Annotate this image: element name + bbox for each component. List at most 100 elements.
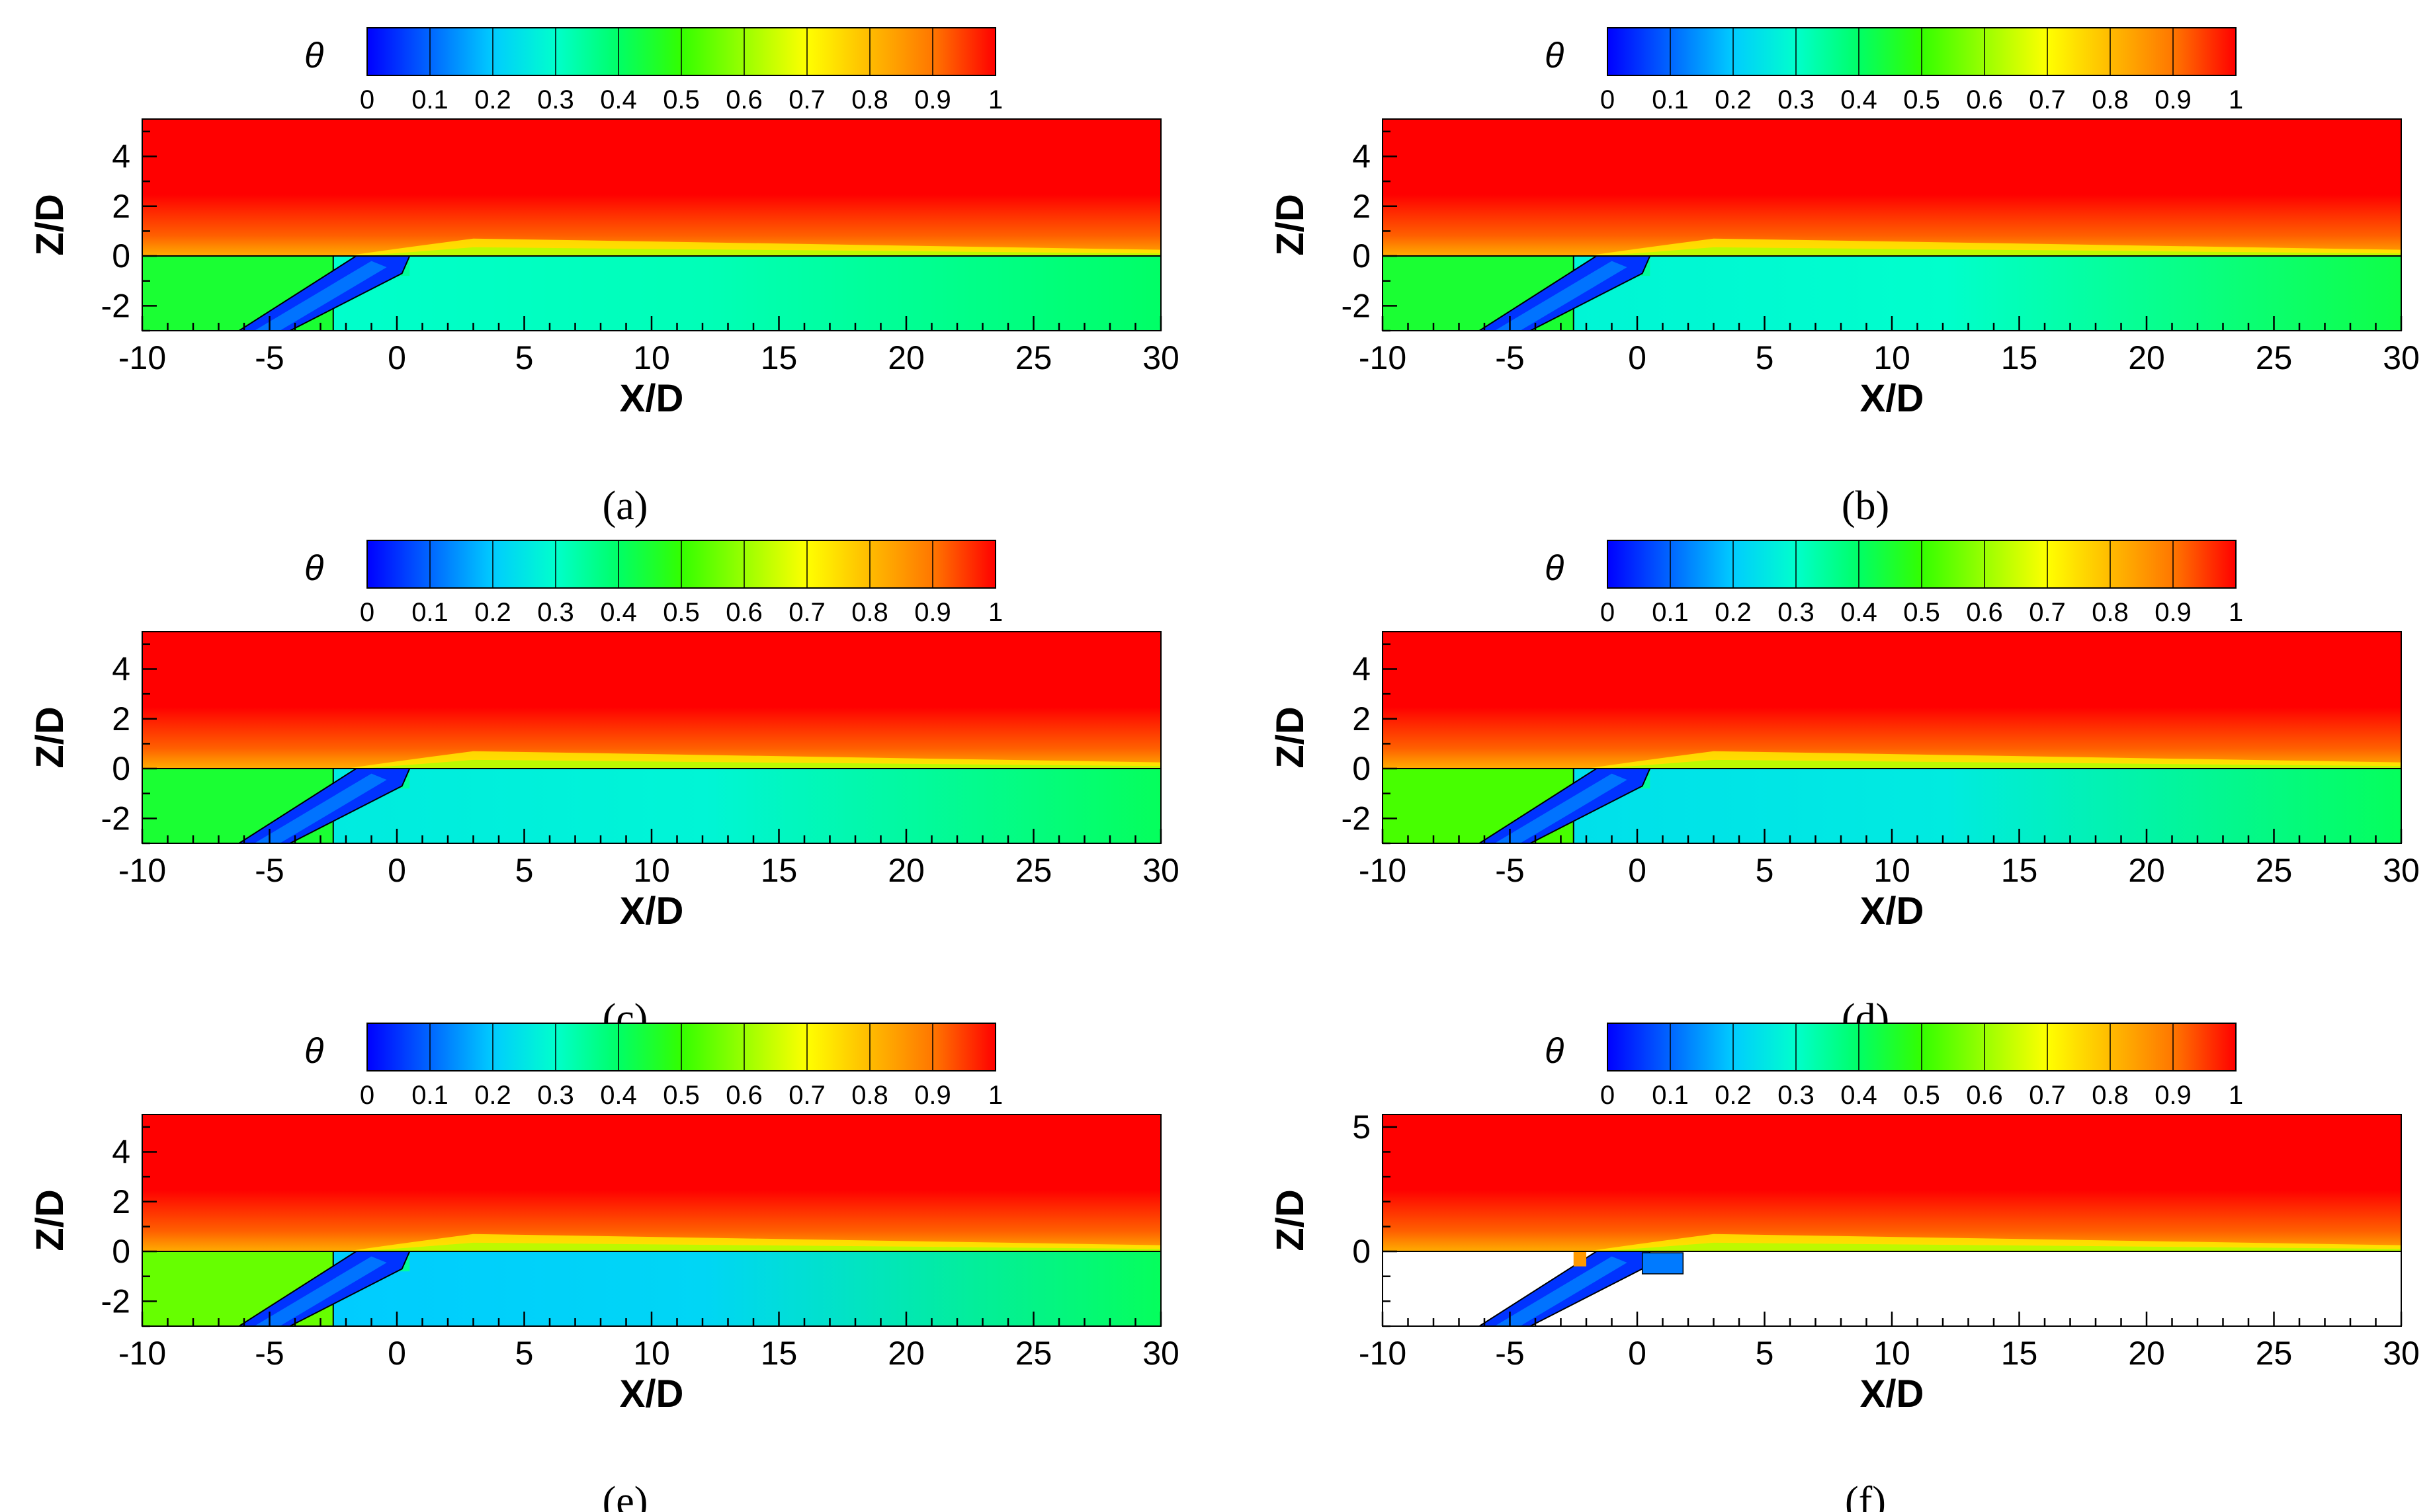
x-tick-label: 20 xyxy=(888,339,925,376)
colorbar-tick-label: 0.8 xyxy=(2092,598,2129,627)
mainstream-region xyxy=(142,632,1161,769)
colorbar-tick-label: 0.7 xyxy=(789,1081,826,1110)
x-tick-label: 15 xyxy=(761,339,798,376)
colorbar-tick-label: 0.9 xyxy=(2155,1081,2192,1110)
y-tick-label: 2 xyxy=(112,188,130,225)
colorbar-tick-label: 0.6 xyxy=(1966,1081,2003,1110)
colorbar-tick-label: 0.4 xyxy=(600,598,637,627)
colorbar-tick-label: 0.2 xyxy=(474,1081,511,1110)
x-tick-label: 0 xyxy=(1628,339,1646,376)
colorbar-tick-label: 0.4 xyxy=(1840,598,1877,627)
y-tick-label: 2 xyxy=(1352,188,1371,225)
x-tick-label: 5 xyxy=(515,339,534,376)
x-tick-label: -5 xyxy=(255,339,284,376)
y-axis-label: Z/D xyxy=(1269,1189,1312,1251)
x-tick-label: 20 xyxy=(2128,852,2165,889)
x-tick-label: 20 xyxy=(888,1335,925,1372)
x-tick-label: 25 xyxy=(2256,852,2293,889)
colorbar-tick-label: 1 xyxy=(988,598,1003,627)
film-core xyxy=(359,1242,1161,1252)
colorbar-tick-label: 0.7 xyxy=(789,85,826,114)
cooling-hole-core xyxy=(254,1256,387,1326)
colorbar-symbol: θ xyxy=(1545,36,1564,75)
colorbar-symbol: θ xyxy=(304,1031,323,1071)
x-tick-label: -5 xyxy=(1495,339,1524,376)
panel-a: θ 0 0.1 0.2 0.3 0.4 0.5 0.6 0.7 0.8 0.9 1 -10 -5 0 5 10 1… xyxy=(28,27,1179,528)
colorbar-tick-label: 0.2 xyxy=(1715,85,1752,114)
cooling-hole-core xyxy=(254,773,387,843)
panel-c: θ 0 0.1 0.2 0.3 0.4 0.5 0.6 0.7 0.8 0.9 1 -10 -5 0 5 10 1… xyxy=(28,540,1179,1041)
film-core xyxy=(1599,759,2401,769)
x-tick-label: -10 xyxy=(1359,339,1406,376)
y-tick-label: 4 xyxy=(112,650,130,687)
colorbar-tick-label: 0.6 xyxy=(726,1081,763,1110)
colorbar-tick-label: 0.6 xyxy=(1966,598,2003,627)
x-tick-label: -10 xyxy=(118,1335,166,1372)
x-tick-label: 15 xyxy=(2001,339,2038,376)
x-tick-label: 10 xyxy=(633,339,670,376)
colorbar-symbol: θ xyxy=(304,548,323,588)
x-tick-label: 30 xyxy=(2383,339,2420,376)
x-tick-label: 25 xyxy=(2256,1335,2293,1372)
panel-caption: (e) xyxy=(603,1479,648,1512)
film-core xyxy=(1599,247,2401,257)
x-axis-label: X/D xyxy=(1860,377,1924,420)
colorbar-symbol: θ xyxy=(304,36,323,75)
colorbar-tick-label: 0 xyxy=(360,1081,374,1110)
mainstream-region xyxy=(142,1114,1161,1252)
colorbar-tick-label: 0 xyxy=(1600,1081,1615,1110)
colorbar-tick-label: 0.5 xyxy=(1903,598,1940,627)
x-tick-label: -5 xyxy=(1495,852,1524,889)
colorbar-tick-label: 0.7 xyxy=(2029,85,2066,114)
x-tick-label: 5 xyxy=(1756,1335,1774,1372)
colorbar-tick-label: 0.9 xyxy=(2155,598,2192,627)
panel-b: θ 0 0.1 0.2 0.3 0.4 0.5 0.6 0.7 0.8 0.9 1 -10 -5 0 5 10 1… xyxy=(1269,27,2420,528)
colorbar-tick-label: 0.4 xyxy=(600,1081,637,1110)
colorbar-tick-label: 0.3 xyxy=(1777,85,1814,114)
x-axis-label: X/D xyxy=(620,1372,684,1415)
colorbar-symbol: θ xyxy=(1545,548,1564,588)
film-core xyxy=(359,759,1161,769)
panel-caption: (b) xyxy=(1842,483,1889,528)
y-tick-label: 0 xyxy=(1352,1233,1371,1270)
colorbar-tick-label: 0.5 xyxy=(663,598,700,627)
x-tick-label: 10 xyxy=(1873,1335,1910,1372)
x-tick-label: 10 xyxy=(1873,852,1910,889)
x-axis-label: X/D xyxy=(1860,890,1924,933)
x-axis-label: X/D xyxy=(620,377,684,420)
y-tick-label: 2 xyxy=(112,700,130,737)
x-tick-label: 30 xyxy=(1142,852,1179,889)
x-tick-label: 20 xyxy=(2128,339,2165,376)
colorbar-tick-label: 1 xyxy=(988,85,1003,114)
y-tick-label: 5 xyxy=(1352,1109,1371,1146)
x-tick-label: -10 xyxy=(118,852,166,889)
colorbar-tick-label: 0.6 xyxy=(1966,85,2003,114)
y-tick-label: -2 xyxy=(101,1282,130,1320)
x-tick-label: 30 xyxy=(1142,339,1179,376)
x-tick-label: 5 xyxy=(1756,852,1774,889)
colorbar-tick-label: 0.1 xyxy=(411,598,448,627)
colorbar-tick-label: 0 xyxy=(1600,85,1615,114)
x-tick-label: 20 xyxy=(888,852,925,889)
x-tick-label: 0 xyxy=(1628,852,1646,889)
downstream-solid xyxy=(1573,769,2401,843)
colorbar-tick-label: 0.2 xyxy=(1715,598,1752,627)
colorbar-tick-label: 0.9 xyxy=(914,1081,951,1110)
cooling-hole-core xyxy=(1494,261,1627,331)
colorbar-tick-label: 0.5 xyxy=(663,85,700,114)
colorbar-tick-label: 0.5 xyxy=(1903,85,1940,114)
colorbar-tick-label: 0.5 xyxy=(663,1081,700,1110)
x-tick-label: -5 xyxy=(1495,1335,1524,1372)
colorbar-tick-label: 0.3 xyxy=(537,1081,574,1110)
colorbar-tick-label: 0.3 xyxy=(1777,598,1814,627)
colorbar-tick-label: 1 xyxy=(2229,1081,2243,1110)
colorbar-tick-label: 0.3 xyxy=(1777,1081,1814,1110)
colorbar-symbol: θ xyxy=(1545,1031,1564,1071)
panel-caption: (a) xyxy=(603,483,648,528)
colorbar-tick-label: 0.3 xyxy=(537,85,574,114)
x-tick-label: 15 xyxy=(2001,852,2038,889)
x-tick-label: 25 xyxy=(1015,852,1052,889)
cooling-hole-core xyxy=(1494,1256,1627,1326)
colorbar-tick-label: 0.7 xyxy=(789,598,826,627)
